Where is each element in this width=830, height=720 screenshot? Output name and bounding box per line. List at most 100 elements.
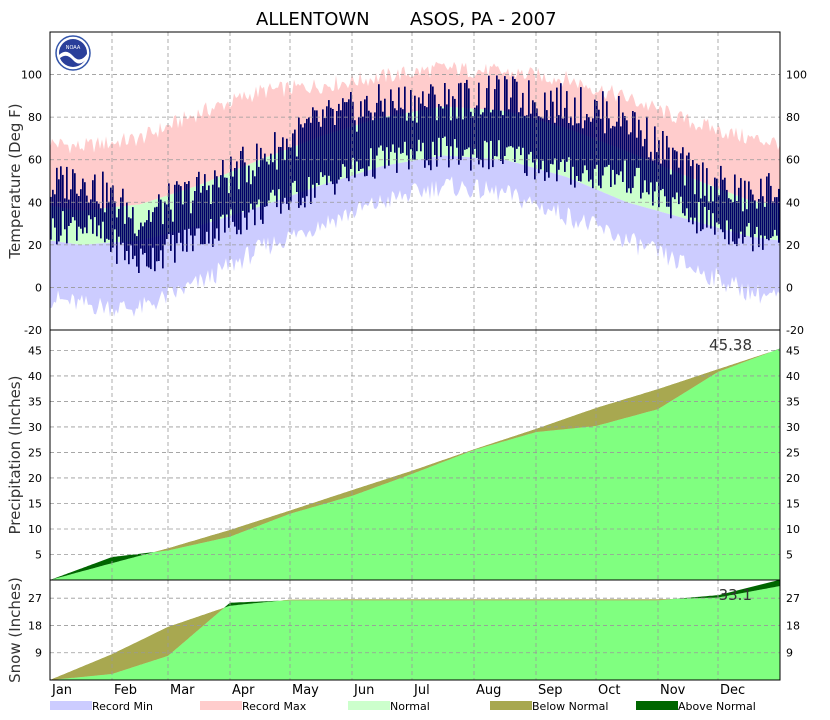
observed-temperature-bar: [324, 118, 326, 176]
observed-temperature-bar: [348, 99, 350, 182]
observed-temperature-bar: [354, 120, 356, 178]
observed-temperature-bar: [700, 198, 702, 232]
observed-temperature-bar: [258, 166, 260, 200]
observed-temperature-bar: [610, 128, 612, 187]
observed-temperature-bar: [712, 201, 714, 214]
observed-temperature-bar: [170, 209, 172, 251]
precipitation-tick-right: 15: [786, 497, 800, 510]
temperature-ylabel: Temperature (Deg F): [6, 103, 24, 259]
observed-temperature-bar: [230, 156, 232, 210]
observed-temperature-bar: [766, 176, 768, 240]
observed-temperature-bar: [510, 97, 512, 147]
observed-temperature-bar: [488, 75, 490, 170]
observed-temperature-bar: [192, 200, 194, 252]
observed-temperature-bar: [264, 153, 266, 207]
record-min-area: [50, 155, 780, 317]
observed-temperature-bar: [514, 79, 516, 162]
observed-temperature-bar: [328, 100, 330, 176]
observed-temperature-bar: [692, 160, 694, 225]
observed-temperature-bar: [582, 128, 584, 174]
temperature-tick-right: 20: [786, 239, 800, 252]
observed-temperature-bar: [758, 199, 760, 248]
temperature-panel: [50, 61, 780, 317]
observed-temperature-bar: [428, 93, 430, 166]
snow-below-normal-overlay: [50, 580, 779, 680]
observed-temperature-bar: [252, 170, 254, 210]
legend-label: Record Min: [92, 700, 153, 713]
observed-temperature-bar: [218, 187, 220, 241]
precipitation-tick-left: 10: [28, 523, 42, 536]
observed-temperature-bar: [256, 143, 258, 205]
observed-temperature-bar: [62, 174, 64, 212]
observed-temperature-bar: [720, 165, 722, 230]
observed-temperature-bar: [284, 160, 286, 198]
observed-temperature-bar: [310, 122, 312, 204]
observed-temperature-bar: [268, 164, 270, 201]
observed-temperature-bar: [584, 120, 586, 166]
observed-temperature-bar: [456, 118, 458, 148]
observed-temperature-bar: [108, 201, 110, 240]
observed-temperature-bar: [734, 174, 736, 245]
observed-temperature-bar: [66, 166, 68, 244]
observed-temperature-bar: [736, 201, 738, 247]
precipitation-tick-left: 15: [28, 497, 42, 510]
observed-temperature-bar: [378, 84, 380, 148]
observed-temperature-bar: [302, 127, 304, 198]
observed-temperature-bar: [166, 204, 168, 239]
observed-temperature-bar: [598, 109, 600, 186]
precipitation-ylabel: Precipitation (Inches): [6, 376, 24, 535]
observed-temperature-bar: [690, 166, 692, 218]
observed-temperature-bar: [242, 146, 244, 211]
snow-frame: [49, 579, 781, 681]
legend-label: Below Normal: [532, 700, 608, 713]
observed-temperature-bar: [420, 103, 422, 152]
observed-temperature-bar: [368, 110, 370, 167]
legend-label: Above Normal: [678, 700, 756, 713]
observed-temperature-bar: [446, 104, 448, 146]
observed-temperature-bar: [140, 222, 142, 249]
observed-temperature-bar: [698, 164, 700, 202]
observed-temperature-bar: [274, 132, 276, 196]
observed-temperature-bar: [100, 208, 102, 239]
observed-temperature-bar: [500, 110, 502, 161]
observed-temperature-bar: [620, 126, 622, 172]
observed-temperature-bar: [776, 197, 778, 236]
observed-temperature-bar: [60, 166, 62, 236]
observed-temperature-bar: [148, 210, 150, 268]
observed-temperature-bar: [398, 87, 400, 148]
month-label: Jun: [353, 683, 374, 698]
observed-temperature-bar: [400, 107, 402, 154]
precipitation-tick-right: 40: [786, 370, 800, 383]
observed-temperature-bar: [342, 98, 344, 165]
observed-temperature-bar: [532, 100, 534, 163]
observed-temperature-bar: [410, 90, 412, 150]
observed-temperature-bar: [160, 199, 162, 251]
observed-temperature-bar: [314, 110, 316, 198]
observed-temperature-bar: [350, 92, 352, 169]
observed-temperature-bar: [672, 147, 674, 198]
precipitation-tick-right: 20: [786, 472, 800, 485]
temperature-tick-right: 100: [786, 69, 807, 82]
snow-total-label: 33.1: [719, 586, 752, 604]
observed-temperature-bar: [70, 189, 72, 223]
observed-temperature-bar: [224, 177, 226, 233]
observed-temperature-bar: [176, 181, 178, 244]
observed-temperature-bar: [774, 197, 776, 230]
observed-temperature-bar: [392, 101, 394, 145]
observed-temperature-bar: [544, 92, 546, 181]
observed-temperature-bar: [562, 118, 564, 159]
observed-temperature-bar: [548, 120, 550, 178]
temperature-tick-left: 60: [28, 154, 42, 167]
snow-tick-right: 18: [786, 619, 800, 632]
observed-temperature-bar: [124, 223, 126, 261]
observed-temperature-bar: [578, 123, 580, 181]
observed-temperature-bar: [590, 121, 592, 180]
observed-temperature-bar: [250, 184, 252, 204]
observed-temperature-bar: [478, 82, 480, 165]
observed-temperature-bar: [380, 100, 382, 146]
temperature-tick-left: 40: [28, 196, 42, 209]
snow-observed-area: [50, 586, 780, 680]
observed-temperature-bar: [104, 212, 106, 243]
observed-temperature-bar: [530, 113, 532, 152]
observed-temperature-bar: [644, 138, 646, 181]
